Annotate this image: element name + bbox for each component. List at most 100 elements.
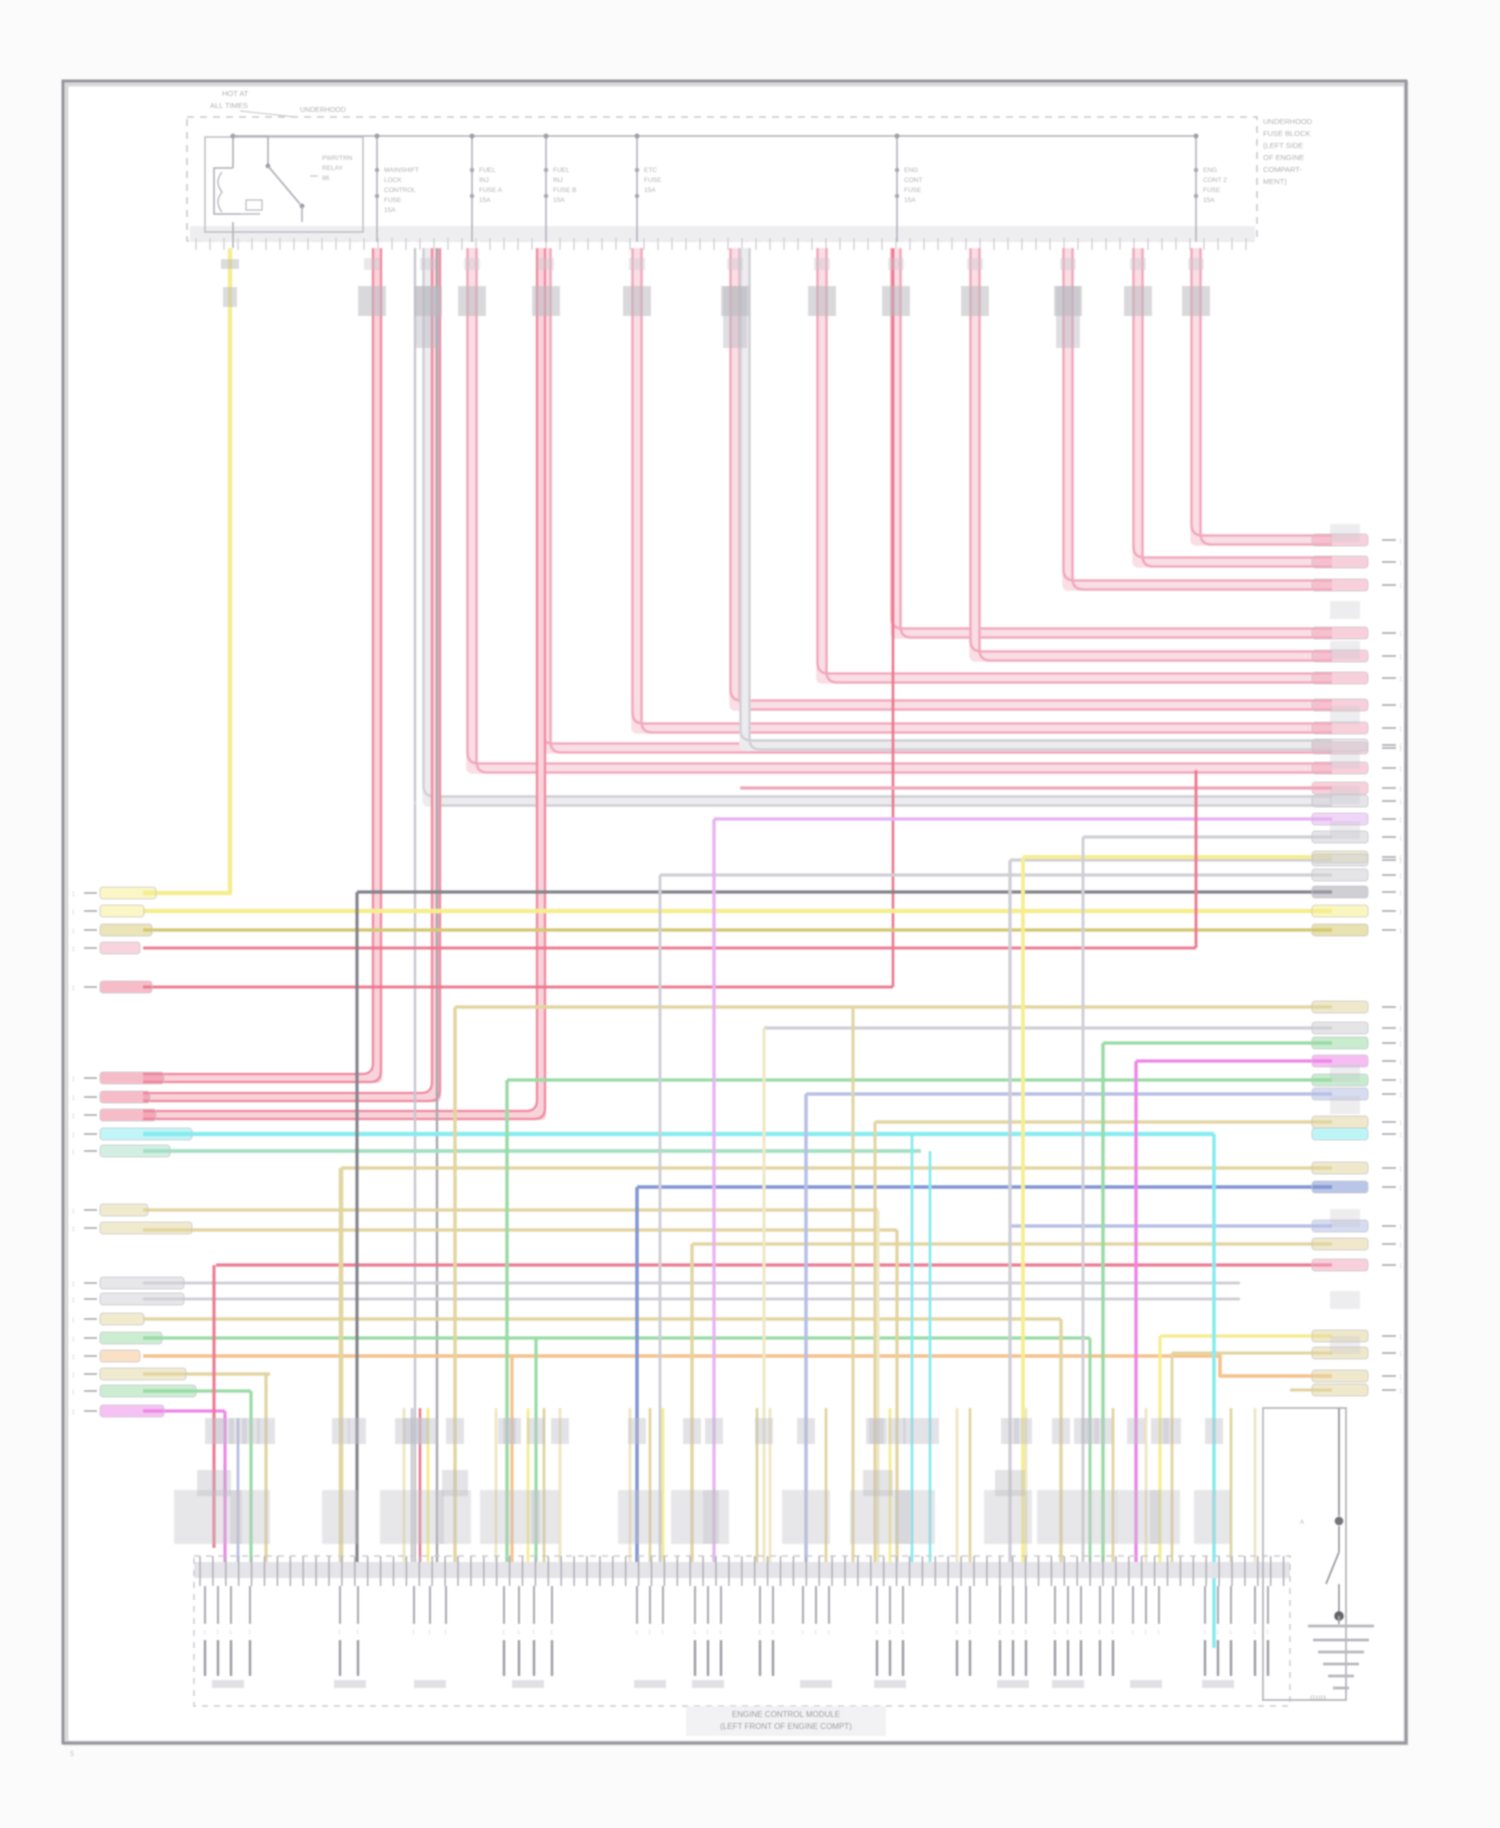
svg-text:1: 1 [968,1630,971,1636]
svg-text:1: 1 [661,1630,664,1636]
svg-text:1: 1 [72,1337,76,1343]
svg-text:1: 1 [1253,1630,1256,1636]
svg-text:FUEL: FUEL [479,167,496,174]
svg-text:1: 1 [72,1096,76,1102]
svg-text:1: 1 [1157,1630,1160,1636]
svg-text:1: 1 [719,1630,722,1636]
svg-text:CONT 2: CONT 2 [1203,177,1227,184]
svg-text:1: 1 [412,1630,415,1636]
svg-text:1: 1 [1266,1630,1269,1636]
svg-text:RELAY: RELAY [322,165,343,172]
svg-text:ENG: ENG [904,167,918,174]
svg-text:1: 1 [72,1150,76,1156]
svg-text:1: 1 [72,910,76,916]
svg-text:1: 1 [72,1114,76,1120]
svg-text:1: 1 [1399,1133,1403,1139]
svg-text:1: 1 [1399,910,1403,916]
svg-text:1: 1 [1131,1630,1134,1636]
svg-text:1: 1 [1399,787,1403,793]
svg-text:1: 1 [1079,1630,1082,1636]
svg-text:UNDERHOOD: UNDERHOOD [1263,117,1313,126]
svg-text:15A: 15A [479,197,491,204]
svg-text:COMPART-: COMPART- [1263,165,1302,174]
svg-text:1: 1 [1399,584,1403,590]
svg-text:1: 1 [229,1630,232,1636]
svg-text:1: 1 [216,1630,219,1636]
svg-text:1: 1 [1399,836,1403,842]
svg-text:1: 1 [1399,891,1403,897]
svg-text:MAINSHIFT: MAINSHIFT [384,167,419,174]
svg-text:1: 1 [1399,1167,1403,1173]
svg-text:1: 1 [1066,1630,1069,1636]
svg-text:1: 1 [1399,800,1403,806]
svg-text:1: 1 [814,1630,817,1636]
svg-text:1: 1 [1399,1042,1403,1048]
svg-text:1: 1 [1399,1006,1403,1012]
svg-text:1: 1 [444,1630,447,1636]
svg-text:1: 1 [1399,1027,1403,1033]
svg-text:INJ: INJ [553,177,563,184]
svg-text:1: 1 [1399,1335,1403,1341]
svg-text:1: 1 [998,1630,1001,1636]
svg-text:15A: 15A [644,187,656,194]
svg-text:1: 1 [1399,1389,1403,1395]
svg-text:1: 1 [1111,1630,1114,1636]
svg-text:1: 1 [1053,1630,1056,1636]
svg-text:15A: 15A [553,197,565,204]
svg-text:ALL TIMES: ALL TIMES [210,101,248,110]
svg-text:INJ: INJ [479,177,489,184]
svg-text:1: 1 [517,1630,520,1636]
svg-text:FUSE: FUSE [384,197,402,204]
svg-text:1: 1 [1399,704,1403,710]
svg-text:1: 1 [1203,1630,1206,1636]
svg-text:1: 1 [1399,539,1403,545]
svg-text:1: 1 [1399,747,1403,753]
svg-text:1: 1 [1399,727,1403,733]
svg-text:1: 1 [1399,1093,1403,1099]
svg-text:1: 1 [550,1630,553,1636]
svg-text:5: 5 [70,1751,74,1758]
svg-text:1: 1 [1011,1630,1014,1636]
svg-text:FUSE BLOCK: FUSE BLOCK [1263,129,1311,138]
svg-text:1: 1 [1399,632,1403,638]
svg-text:1: 1 [532,1630,535,1636]
svg-text:1: 1 [1399,655,1403,661]
svg-text:1: 1 [1216,1630,1219,1636]
svg-text:A: A [1300,1520,1304,1526]
svg-text:1: 1 [72,1133,76,1139]
svg-text:1: 1 [1399,1225,1403,1231]
svg-text:86: 86 [322,175,330,182]
svg-text:LOCK: LOCK [384,177,402,184]
svg-text:1: 1 [72,1282,76,1288]
svg-text:1: 1 [801,1630,804,1636]
svg-text:1: 1 [1098,1630,1101,1636]
svg-text:1: 1 [706,1630,709,1636]
svg-text:1: 1 [1399,1375,1403,1381]
svg-text:PWR/TRN: PWR/TRN [322,155,353,162]
svg-text:1: 1 [693,1630,696,1636]
svg-text:1: 1 [1399,859,1403,865]
svg-text:1: 1 [1399,1264,1403,1270]
svg-text:1: 1 [901,1630,904,1636]
svg-text:G103: G103 [1310,1695,1326,1702]
svg-text:1: 1 [1399,744,1403,750]
svg-text:OF ENGINE: OF ENGINE [1263,153,1304,162]
svg-text:15A: 15A [1203,197,1215,204]
svg-text:HOT AT: HOT AT [222,89,249,98]
svg-text:(LEFT SIDE: (LEFT SIDE [1263,141,1303,150]
svg-text:1: 1 [1399,1060,1403,1066]
svg-text:FUSE A: FUSE A [479,187,503,194]
svg-text:1: 1 [1399,1079,1403,1085]
svg-text:1: 1 [356,1630,359,1636]
svg-text:CONTROL: CONTROL [384,187,416,194]
svg-text:1: 1 [72,947,76,953]
svg-text:1: 1 [72,1077,76,1083]
svg-text:FUEL: FUEL [553,167,570,174]
svg-text:15A: 15A [904,197,916,204]
svg-text:1: 1 [771,1630,774,1636]
svg-text:1: 1 [1399,1243,1403,1249]
svg-text:1: 1 [428,1630,431,1636]
svg-text:1: 1 [72,1355,76,1361]
svg-text:FUSE: FUSE [904,187,922,194]
svg-text:1: 1 [1399,856,1403,862]
